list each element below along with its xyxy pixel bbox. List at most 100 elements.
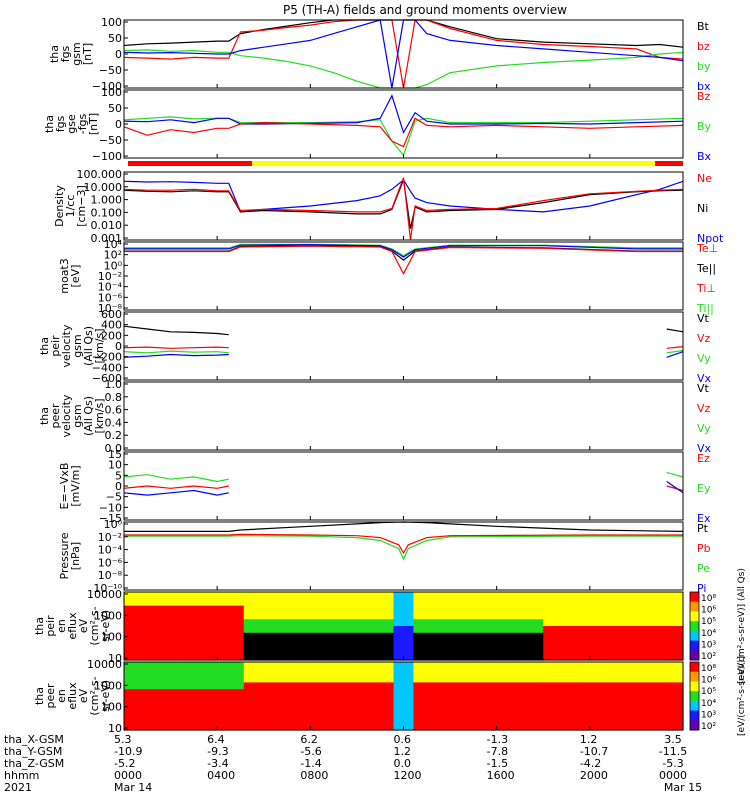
spectrogram-cell — [443, 653, 455, 661]
spectrogram-cell — [443, 612, 455, 620]
spectrogram-cell — [233, 605, 245, 613]
y-tick-label: 10⁴ — [104, 238, 123, 251]
spectrogram-cell — [124, 716, 135, 724]
spectrogram-cell — [303, 689, 315, 697]
y-tick-label: 10 — [108, 459, 122, 472]
spectrogram-cell — [573, 702, 584, 711]
spectrogram-cell — [403, 646, 415, 654]
spectrogram-cell — [173, 696, 185, 704]
spectrogram-cell — [173, 709, 185, 717]
ephemeris-value: 0.0 — [394, 757, 412, 770]
spectrogram-cell — [603, 675, 614, 683]
y-tick-label: −5 — [106, 491, 122, 504]
spectrogram-cell — [213, 653, 225, 661]
spectrogram-cell — [193, 612, 205, 620]
spectrogram-cell — [553, 716, 564, 724]
spectrogram-cell — [623, 689, 634, 697]
y-tick-label: 0.001 — [91, 232, 123, 245]
spectrogram-cell — [383, 598, 395, 607]
spectrogram-cell — [613, 668, 624, 677]
spectrogram-cell — [623, 646, 634, 654]
spectrogram-cell — [453, 646, 464, 654]
spectrogram-cell — [163, 668, 175, 677]
spectrogram-cell — [333, 668, 345, 677]
spectrogram-cell — [663, 662, 674, 670]
legend-entry: Bz — [697, 90, 711, 103]
spectrogram-cell — [453, 662, 464, 670]
y-axis-label-line: (cm²-s- — [88, 676, 101, 715]
legend-entry: Bt — [697, 20, 710, 33]
spectrogram-cell — [243, 653, 255, 661]
spectrogram-cell — [293, 668, 305, 677]
spectrogram-cell — [653, 709, 664, 717]
spectrogram-cell — [373, 668, 385, 677]
spectrogram-cell — [203, 716, 215, 724]
spectrogram-cell — [533, 716, 544, 724]
spectrogram-cell — [143, 612, 155, 620]
spectrogram-cell — [273, 592, 285, 600]
spectrogram-cell — [233, 632, 245, 641]
spectrogram-cell — [323, 639, 335, 647]
spectrogram-cell — [503, 689, 514, 697]
y-axis-label-line: [mV/m] — [69, 465, 82, 506]
series-line-Ey — [666, 471, 684, 478]
spectrogram-cell — [383, 716, 395, 724]
spectrogram-cell — [124, 709, 135, 717]
spectrogram-cell — [553, 639, 564, 647]
date-start-label: Mar 14 — [114, 781, 152, 794]
ephemeris-value: -7.8 — [487, 745, 508, 758]
spectrogram-cell — [543, 639, 554, 647]
spectrogram-cell — [143, 646, 155, 654]
ephemeris-value: 6.2 — [300, 733, 318, 746]
spectrogram-cell — [353, 696, 365, 704]
colorbar-segment — [690, 630, 699, 642]
spectrogram-cell — [673, 723, 684, 731]
spectrogram-cell — [203, 709, 215, 717]
colorbar-segment — [690, 601, 699, 612]
series-line-Ti⊥ — [124, 244, 683, 258]
spectrogram-cell — [163, 696, 175, 704]
spectrogram-cell — [543, 605, 554, 613]
spectrogram-cell — [124, 626, 135, 634]
spectrogram-cell — [343, 605, 355, 613]
legend-entry: Ti|| — [696, 302, 714, 315]
spectrogram-cell — [333, 709, 345, 717]
spectrogram-cell — [303, 598, 315, 607]
spectrogram-cell — [613, 682, 624, 690]
y-axis-label-line: -fgs — [76, 113, 89, 134]
spectrogram-cell — [583, 702, 594, 711]
ephemeris-value: -3.4 — [207, 757, 228, 770]
spectrogram-cell — [563, 598, 574, 607]
spectrogram-cell — [643, 653, 654, 661]
spectrogram-cell — [383, 709, 395, 717]
legend-entry: Npot — [697, 232, 724, 245]
spectrogram-cell — [143, 605, 155, 613]
spectrogram-cell — [213, 626, 225, 634]
ephemeris-value: -5.3 — [662, 757, 683, 770]
spectrogram-cell — [483, 716, 494, 724]
spectrogram-cell — [183, 598, 195, 607]
spectrogram-cell — [473, 702, 484, 711]
panel-frame — [123, 241, 684, 311]
spectrogram-cell — [143, 662, 155, 670]
spectrogram-cell — [493, 653, 504, 661]
spectrogram-cell — [433, 605, 445, 613]
y-axis-label-line: 1/cc — [64, 195, 77, 218]
spectrogram-cell — [193, 632, 205, 641]
spectrogram-cell — [593, 662, 604, 670]
spectrogram-cell — [583, 682, 594, 690]
ephemeris-value: 1.2 — [394, 745, 412, 758]
spectrogram-cell — [383, 682, 395, 690]
spectrogram-cell — [623, 675, 634, 683]
spectrogram-cell — [223, 646, 235, 654]
spectrogram-cell — [203, 592, 215, 600]
spectrogram-cell — [163, 612, 175, 620]
spectrogram-cell — [373, 702, 385, 711]
series-line-Ey — [123, 474, 229, 483]
spectrogram-cell — [223, 716, 235, 724]
spectrogram-cell — [483, 598, 494, 607]
ephemeris-value: 6.4 — [207, 733, 225, 746]
y-axis-label-line: E=−VxB — [58, 463, 71, 510]
spectrogram-cell — [313, 723, 325, 731]
